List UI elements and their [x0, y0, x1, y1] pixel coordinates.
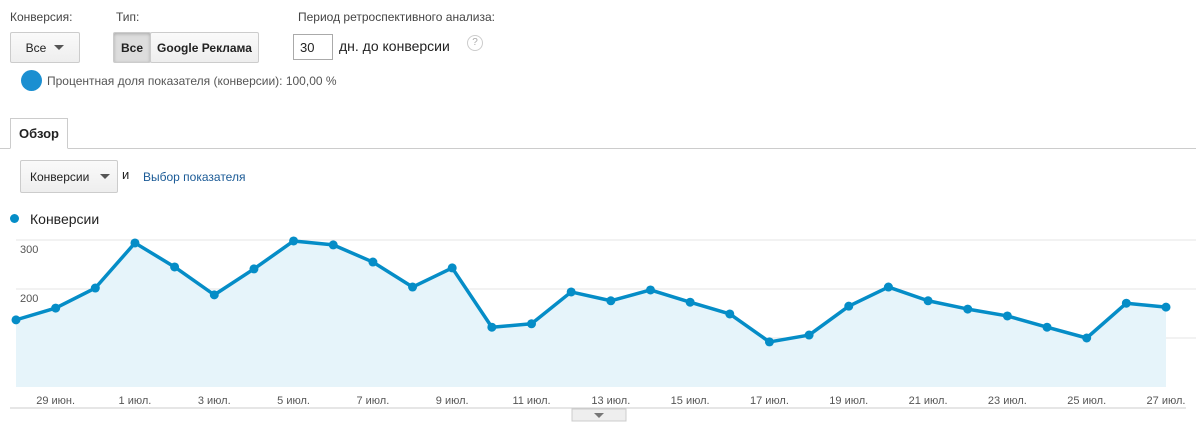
help-icon[interactable]: ? [467, 35, 483, 51]
point [685, 297, 695, 307]
caret [100, 174, 111, 179]
chart: 10020030029 июн.1 июл.3 июл.5 июл.7 июл.… [10, 236, 1196, 422]
x-tick-label: 3 июл. [198, 395, 231, 407]
x-tick-label: 25 июл. [1067, 395, 1106, 407]
point [11, 315, 21, 325]
point [923, 296, 933, 306]
area [16, 240, 1166, 387]
legend-label: Конверсии [30, 211, 100, 227]
conversion-label: Конверсия: [10, 10, 73, 24]
x-tick-label: 7 июл. [356, 395, 389, 407]
point [804, 330, 814, 340]
point [645, 285, 655, 295]
point [487, 322, 497, 332]
x-tick-label: 11 июл. [512, 395, 550, 407]
y-tick-label: 200 [20, 293, 38, 305]
point [883, 282, 893, 292]
x-tick-label: 5 июл. [277, 395, 310, 407]
point [1042, 322, 1052, 332]
point [606, 296, 616, 306]
point [1082, 333, 1092, 343]
point [408, 282, 418, 292]
legend-dot [10, 214, 19, 223]
type-option[interactable]: Все [113, 32, 151, 63]
y-tick-label: 300 [20, 244, 38, 256]
conjunction: и [122, 167, 130, 182]
x-tick-label: 27 июл. [1147, 395, 1186, 407]
x-tick-label: 15 июл. [671, 395, 710, 407]
line [15, 239, 1167, 344]
point [1161, 302, 1171, 312]
x-tick-label: 23 июл. [988, 395, 1027, 407]
share-icon [21, 70, 42, 91]
point [1121, 298, 1131, 308]
lookback-label: Период ретроспективного анализа: [298, 10, 495, 24]
x-tick-label: 21 июл. [909, 395, 948, 407]
dropdown-value: Конверсии [30, 169, 90, 184]
point [130, 238, 140, 248]
point [289, 236, 299, 246]
dropdown-value: Все [25, 40, 47, 55]
x-tick-label: 13 июл. [591, 395, 630, 407]
point [566, 287, 576, 297]
x-tick-label: 9 июл. [436, 395, 469, 407]
caret [54, 45, 65, 50]
point [328, 240, 338, 250]
x-tick-label: 19 июл. [829, 395, 868, 407]
point [209, 290, 219, 300]
tab[interactable]: Обзор [10, 118, 68, 149]
point [447, 263, 457, 273]
x-tick-label: 17 июл. [750, 395, 789, 407]
type-option[interactable]: Google Реклама [150, 32, 259, 63]
point [249, 264, 259, 274]
conversion-dropdown[interactable]: Все [10, 32, 80, 63]
tab-rule [0, 148, 1196, 149]
point [844, 301, 854, 311]
x-tick-label: 29 июн. [36, 395, 75, 407]
point [764, 337, 774, 347]
metric-share: Процентная доля показателя (конверсии): … [47, 74, 337, 88]
handle-caret [594, 413, 604, 418]
metric-dropdown[interactable]: Конверсии [20, 160, 118, 193]
lookback-input[interactable]: 30 [293, 34, 333, 60]
point [1002, 311, 1012, 321]
type-label: Тип: [116, 10, 140, 24]
point [527, 319, 537, 329]
point [725, 309, 735, 319]
point [90, 283, 100, 293]
point [51, 303, 61, 313]
metric-link[interactable]: Выбор показателя [143, 170, 246, 184]
x-tick-label: 1 июл. [119, 395, 152, 407]
point [368, 257, 378, 267]
point [170, 262, 180, 272]
point [963, 304, 973, 314]
lookback-unit: дн. до конверсии [339, 38, 450, 54]
